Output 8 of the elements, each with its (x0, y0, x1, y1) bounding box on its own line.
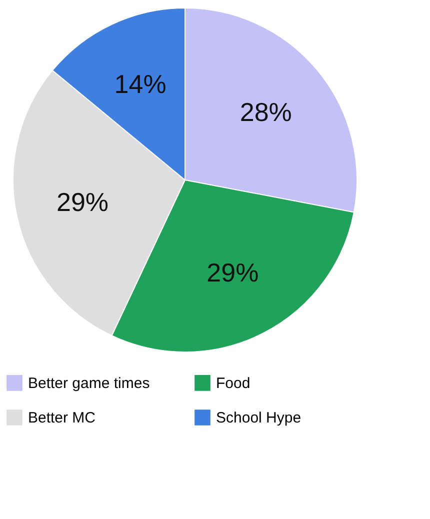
data-label: 28% (240, 97, 292, 128)
legend-label: Better MC (28, 410, 96, 426)
legend-label: School Hype (216, 410, 302, 426)
data-label: 14% (114, 68, 166, 99)
legend-label: Better game times (28, 374, 150, 392)
data-label: 29% (206, 258, 259, 288)
legend-label: Food (216, 374, 250, 392)
data-label: 29% (56, 186, 109, 217)
